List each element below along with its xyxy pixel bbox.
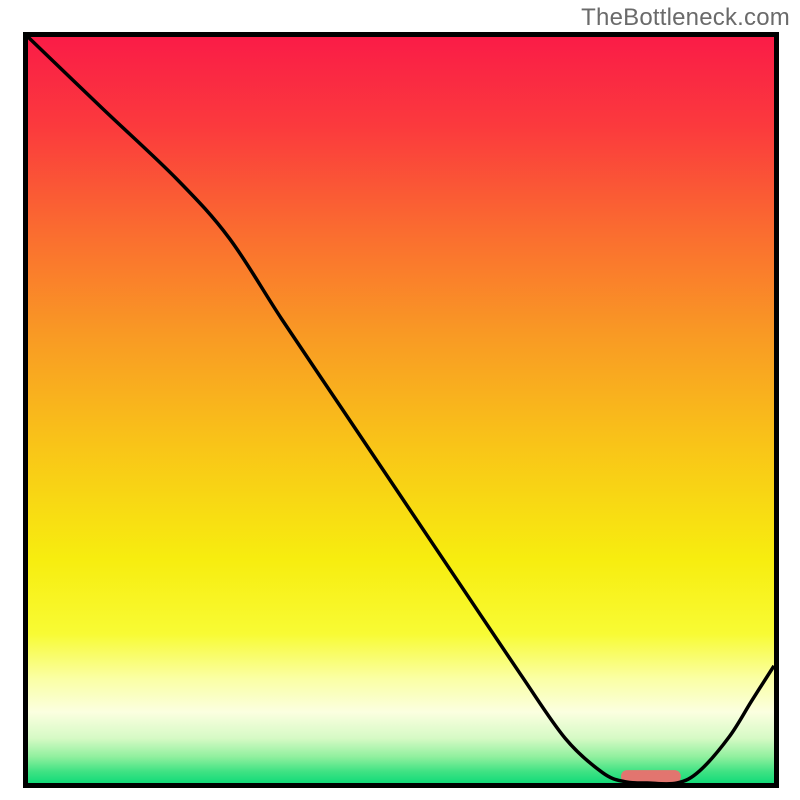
chart-stage: TheBottleneck.com bbox=[0, 0, 800, 800]
bottleneck-curve-chart bbox=[0, 0, 800, 800]
gradient-background bbox=[28, 37, 774, 783]
